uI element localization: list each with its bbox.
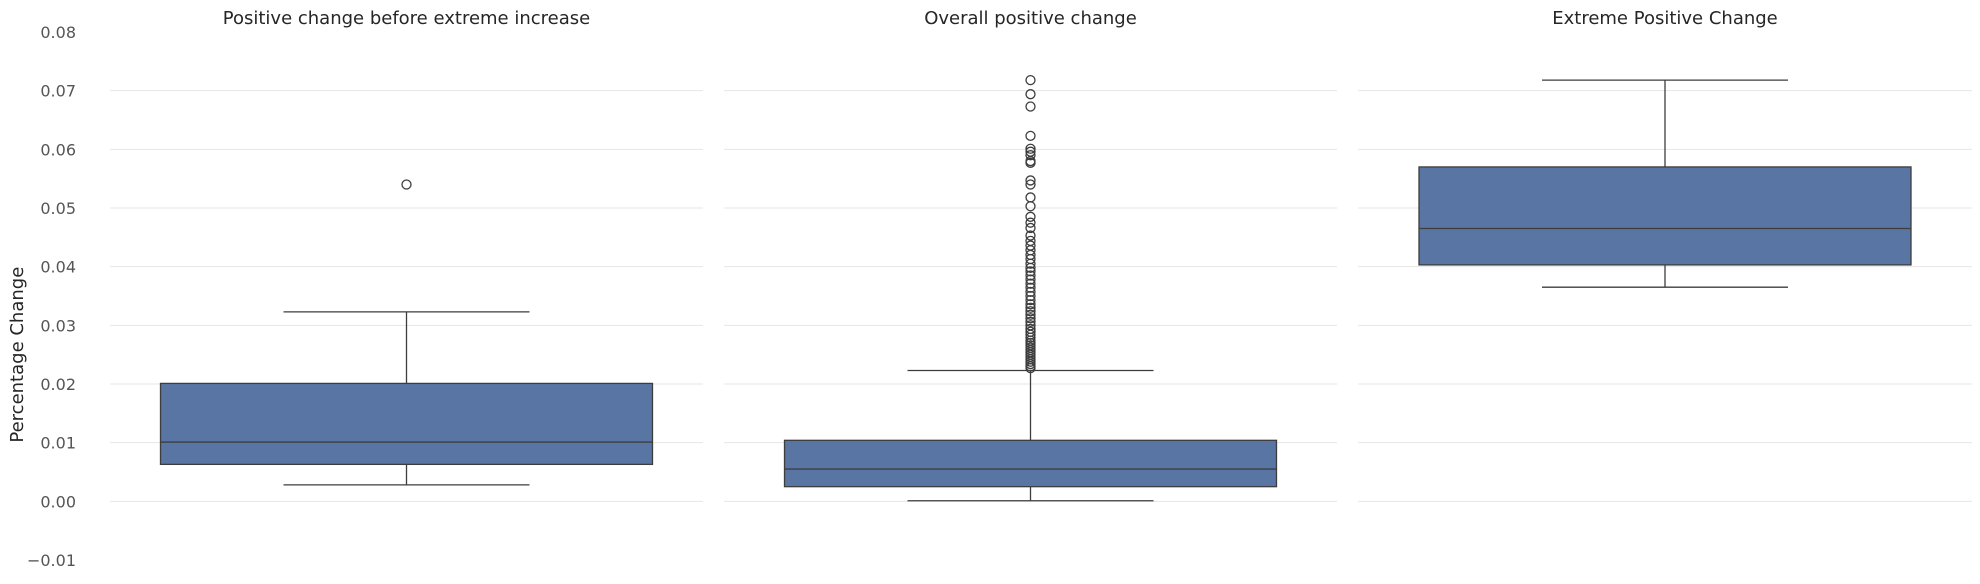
outlier-point	[1025, 130, 1036, 141]
outlier-point	[1025, 282, 1036, 293]
outlier-point	[1025, 286, 1036, 298]
y-tick-label: 0.07	[40, 82, 76, 101]
outlier-point	[1025, 222, 1036, 234]
outlier-point	[1025, 150, 1036, 161]
outlier-point	[1025, 278, 1036, 289]
outlier-point	[1025, 175, 1036, 186]
outlier-point	[1025, 316, 1036, 327]
outlier-point	[1025, 306, 1036, 317]
outlier-point	[1025, 266, 1036, 277]
panel-1: Positive change before extreme increase	[110, 8, 703, 502]
outlier-point	[1025, 258, 1036, 269]
outlier-point	[1025, 179, 1036, 190]
outlier-point	[1025, 157, 1036, 168]
outlier-point	[1025, 302, 1036, 313]
y-axis: −0.01 0.00 0.01 0.02 0.03 0.04 0.05 0.06 0.07 0.0…	[27, 23, 76, 570]
iqr-box	[783, 439, 1278, 488]
panel-2: Overall positive change	[724, 8, 1337, 502]
y-tick-label: 0.08	[40, 23, 76, 42]
outlier-point	[1025, 329, 1036, 340]
y-tick-label: 0.00	[40, 492, 76, 511]
y-tick-label: 0.06	[40, 140, 76, 159]
iqr-box	[159, 382, 654, 466]
outlier-point	[1025, 332, 1036, 343]
outlier-point	[1025, 74, 1036, 86]
outlier-point	[1025, 192, 1036, 203]
panel-title: Extreme Positive Change	[1552, 8, 1778, 29]
outlier-point	[401, 179, 412, 190]
outlier-point	[1025, 294, 1036, 306]
outlier-point	[1025, 270, 1036, 281]
y-tick-label: 0.01	[40, 434, 76, 453]
outlier-point	[1025, 290, 1036, 302]
y-tick-label: 0.03	[40, 316, 76, 335]
outlier-point	[1025, 274, 1036, 285]
panels: Positive change before extreme increase O…	[110, 8, 1972, 502]
panel-title: Overall positive change	[924, 8, 1137, 29]
y-axis-title: Percentage Change	[7, 267, 28, 443]
outlier-point	[1025, 101, 1036, 112]
outlier-point	[1025, 143, 1036, 154]
y-tick-label: 0.05	[40, 199, 76, 218]
y-tick-label: 0.04	[40, 258, 76, 277]
y-tick-label: −0.01	[27, 551, 76, 570]
outlier-point	[1025, 262, 1036, 273]
y-tick-label: 0.02	[40, 375, 76, 394]
outlier-point	[1025, 363, 1036, 374]
outlier-point	[1025, 309, 1036, 320]
outlier-point	[1025, 230, 1036, 241]
outlier-point	[1025, 299, 1036, 310]
panel-title: Positive change before extreme increase	[223, 8, 590, 29]
outlier-point	[1025, 89, 1036, 100]
iqr-box	[1418, 166, 1912, 266]
panel-3: Extreme Positive Change	[1358, 8, 1972, 502]
outlier-point	[1025, 313, 1036, 324]
outlier-point	[1025, 217, 1036, 228]
outlier-point	[1025, 201, 1036, 212]
outlier-point	[1025, 211, 1036, 222]
